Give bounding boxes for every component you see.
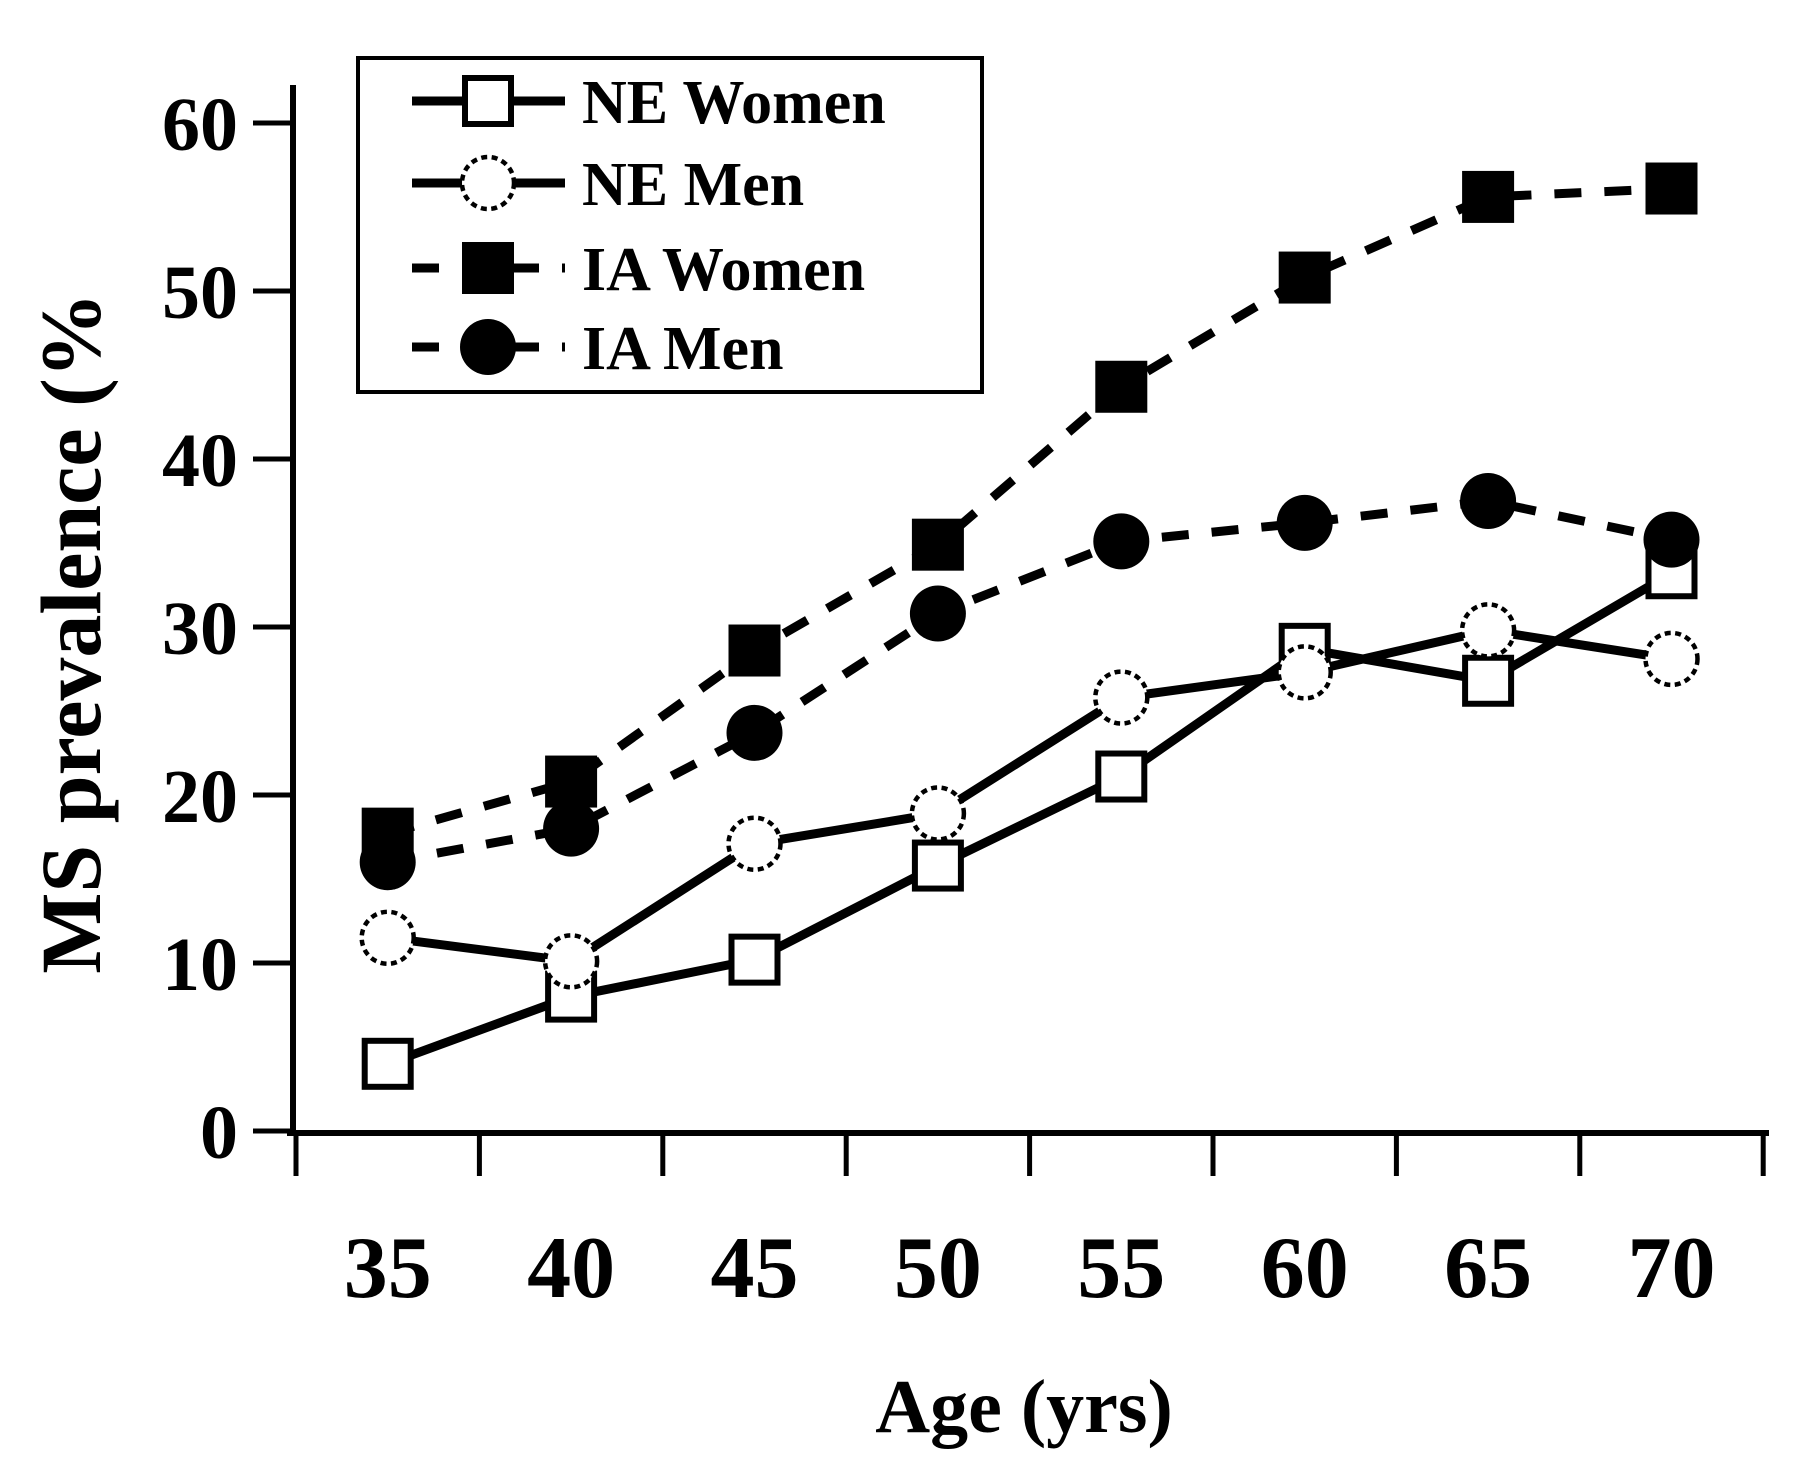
marker-ne-women (911, 839, 964, 892)
y-tick-label: 30 (162, 587, 238, 671)
series-line-ne-women (386, 569, 1674, 1069)
marker-ia-men (909, 585, 966, 642)
marker-ne-men (359, 909, 416, 967)
legend-label-ia-men: IA Men (582, 315, 784, 383)
marker-ia-women (728, 624, 781, 677)
marker-ia-women (1278, 251, 1331, 304)
marker-ne-men (726, 815, 783, 872)
marker-ne-men (1459, 602, 1517, 659)
marker-ne-men (1093, 669, 1150, 726)
y-tick-label: 0 (200, 1091, 238, 1175)
x-tick-label: 50 (894, 1220, 982, 1317)
x-axis-title: Age (yrs) (875, 1365, 1173, 1449)
legend-label-ne-women: NE Women (582, 69, 886, 137)
legend-label-ne-men: NE Men (582, 151, 804, 219)
y-tick-label: 60 (162, 83, 238, 167)
marker-ia-men (1093, 513, 1150, 570)
series-line-ia-men (386, 496, 1673, 867)
x-tick-label: 60 (1261, 1220, 1349, 1317)
y-tick-label: 50 (162, 251, 238, 335)
marker-ne-men (1643, 630, 1700, 688)
marker-ia-women (1462, 170, 1515, 223)
marker-ia-men (543, 800, 600, 857)
marker-ne-women (1095, 750, 1148, 803)
y-tick-label: 40 (162, 419, 238, 503)
series-line-ia-women (386, 184, 1672, 838)
marker-ne-men (909, 785, 967, 842)
marker-ia-men (1460, 473, 1517, 529)
marker-ia-men (726, 704, 783, 761)
x-tick-label: 55 (1077, 1220, 1165, 1317)
x-tick-label: 65 (1444, 1220, 1532, 1317)
y-axis-title: MS prevalence (% (23, 292, 119, 974)
marker-ne-women (1462, 654, 1515, 707)
marker-ne-men (542, 933, 600, 990)
legend-marker-ne-women (462, 75, 514, 127)
x-tick-label: 45 (711, 1220, 799, 1317)
x-tick-label: 35 (344, 1220, 432, 1317)
marker-ia-men (359, 834, 416, 891)
marker-ia-men (1643, 511, 1700, 568)
legend-label-ia-women: IA Women (582, 236, 865, 304)
x-tick-label: 40 (527, 1220, 615, 1317)
legend-marker-ia-women (462, 242, 514, 294)
marker-ia-women (1645, 162, 1698, 215)
y-tick-label: 20 (162, 755, 238, 839)
marker-ia-women (545, 755, 598, 808)
y-tick-label: 10 (162, 923, 238, 1007)
marker-ia-women (911, 518, 964, 571)
marker-ia-men (1276, 494, 1333, 551)
legend-marker-ia-men (460, 319, 516, 375)
marker-ne-women (728, 933, 781, 986)
marker-ne-men (1276, 644, 1333, 701)
marker-ia-women (1095, 360, 1148, 413)
marker-ne-women (361, 1037, 414, 1090)
legend-marker-ne-men (459, 154, 517, 212)
x-tick-label: 70 (1628, 1220, 1716, 1317)
series-line-ne-men (387, 625, 1673, 966)
